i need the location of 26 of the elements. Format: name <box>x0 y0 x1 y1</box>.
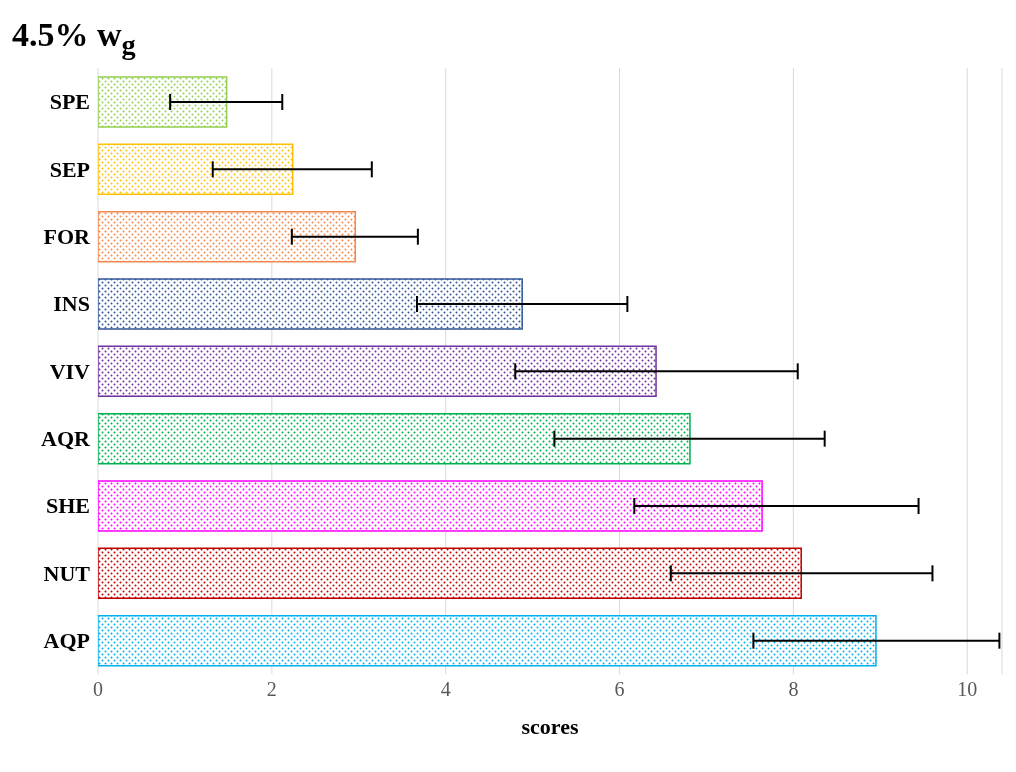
bar <box>98 614 877 667</box>
bar <box>98 412 691 465</box>
x-axis-title: scores <box>521 714 579 739</box>
x-tick-label: 4 <box>440 678 451 701</box>
y-tick-label: FOR <box>43 224 92 250</box>
bar <box>98 547 802 600</box>
chart-title: 4.5% w$_{g}$ <box>12 16 136 61</box>
x-tick-label: 0 <box>93 678 103 701</box>
y-tick-label: NUT <box>43 560 91 586</box>
y-tick-label: AQR <box>41 426 92 452</box>
x-tick-label: 2 <box>266 678 277 701</box>
bar <box>98 345 657 398</box>
y-tick-label: SPE <box>49 89 90 115</box>
bar <box>98 76 228 128</box>
bar <box>98 278 523 330</box>
x-tick-label: 6 <box>614 678 625 701</box>
y-tick-label: SEP <box>49 156 90 182</box>
y-tick-label: SHE <box>45 493 90 519</box>
bar <box>98 480 763 532</box>
bar <box>98 143 294 196</box>
x-tick-label: 10 <box>957 678 978 701</box>
y-tick-label: VIV <box>49 358 91 384</box>
y-tick-label: AQP <box>43 628 90 654</box>
bar <box>98 210 357 263</box>
x-tick-label: 8 <box>788 678 799 701</box>
y-tick-label: INS <box>53 291 90 317</box>
